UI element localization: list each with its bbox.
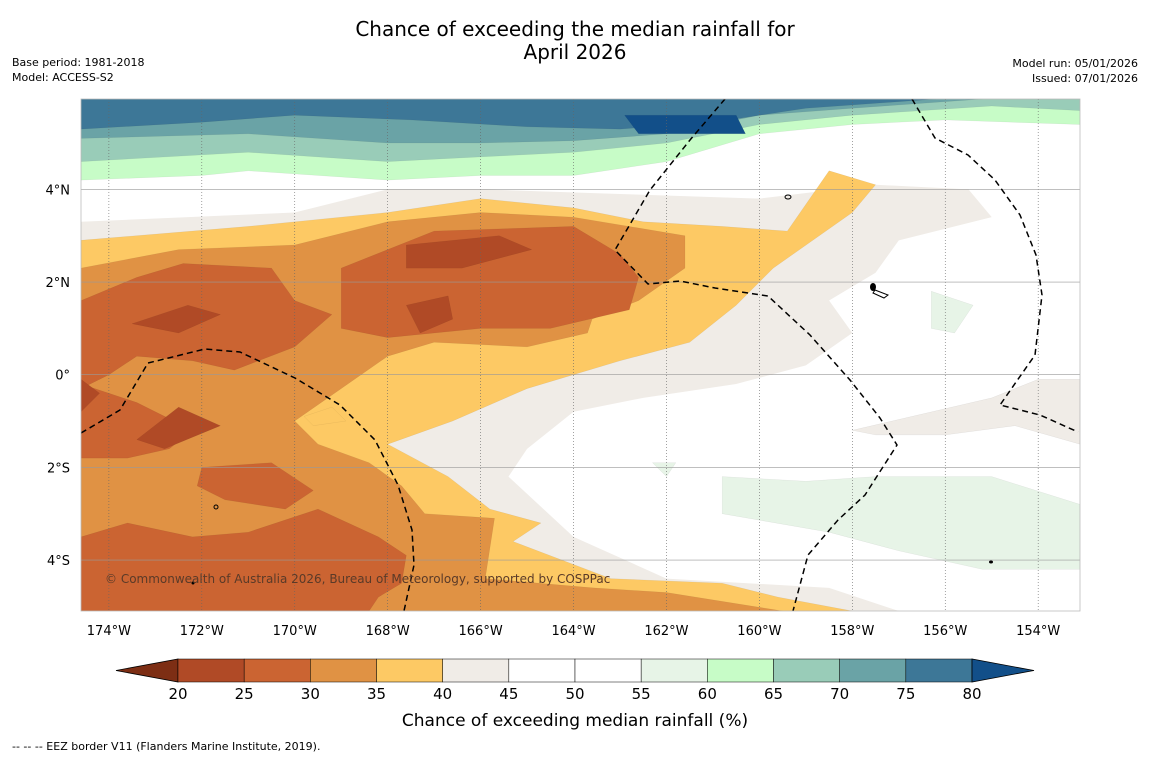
probability-region — [81, 99, 937, 130]
issued-date: Issued: 07/01/2026 — [1031, 72, 1138, 85]
probability-region — [196, 462, 314, 510]
colorbar-tick-label: 75 — [896, 685, 915, 703]
colorbar-tick-label: 45 — [499, 685, 518, 703]
axis-labels: 174°W 172°W 170°W 168°W 166°W 164°W 162°W 160°W… — [46, 183, 1061, 639]
colorbar-swatch — [773, 658, 840, 683]
island-marker — [213, 504, 219, 510]
meta-right: Model run: 05/01/2026 Issued: 07/01/2026 — [1012, 56, 1138, 86]
eez-border-line — [81, 348, 415, 611]
colorbar-swatch — [243, 658, 311, 683]
x-tick-label: 160°W — [737, 624, 781, 639]
x-tick-label: 172°W — [180, 624, 224, 639]
colorbar-swatch — [905, 658, 973, 683]
eez-border — [81, 99, 1079, 611]
probability-region — [405, 295, 453, 334]
probability-region — [303, 406, 347, 426]
colorbar-label: Chance of exceeding median rainfall (%) — [402, 711, 748, 731]
colorbar-tick-label: 60 — [698, 685, 717, 703]
model-run: Model run: 05/01/2026 — [1012, 57, 1138, 70]
colorbar-extend-low — [115, 658, 179, 683]
probability-region — [136, 406, 222, 450]
island-marker — [784, 194, 792, 200]
x-tick-label: 168°W — [366, 624, 410, 639]
base-period: Base period: 1981-2018 — [12, 56, 145, 69]
colorbar-swatch — [574, 658, 642, 683]
colorbar-tick-label: 40 — [433, 685, 452, 703]
colorbar-tick-label: 30 — [301, 685, 320, 703]
chart-title: Chance of exceeding the median rainfall … — [0, 18, 1150, 64]
colorbar-tick-label: 25 — [235, 685, 254, 703]
colorbar-tick-label: 70 — [830, 685, 849, 703]
copyright-text: © Commonwealth of Australia 2026, Bureau… — [105, 572, 610, 586]
colorbar-swatch — [376, 658, 443, 683]
colorbar-tick-label: 20 — [168, 685, 187, 703]
model-name: Model: ACCESS-S2 — [12, 71, 114, 84]
x-tick-label: 174°W — [87, 624, 131, 639]
eez-border-line — [614, 99, 898, 611]
colorbar-swatch — [442, 658, 510, 683]
colorbar-tick-label: 80 — [962, 685, 981, 703]
title-line-1: Chance of exceeding the median rainfall … — [355, 17, 795, 41]
colorbar-swatch — [177, 658, 245, 683]
probability-region — [131, 304, 222, 334]
map-frame — [80, 98, 1081, 612]
colorbar-tick-label: 55 — [632, 685, 651, 703]
x-tick-label: 166°W — [459, 624, 503, 639]
y-tick-label: 2°N — [46, 276, 71, 291]
x-tick-label: 158°W — [830, 624, 874, 639]
colorbar-tick-label: 35 — [367, 685, 386, 703]
colorbar-extend-high — [971, 658, 1035, 683]
colorbar-swatch — [839, 658, 907, 683]
colorbar-swatch — [508, 658, 576, 683]
colorbar-swatch — [640, 658, 708, 683]
island-marker — [989, 560, 993, 564]
islands — [191, 194, 993, 585]
title-line-2: April 2026 — [523, 40, 627, 64]
y-tick-label: 4°N — [46, 183, 71, 198]
y-tick-label: 0° — [55, 369, 70, 384]
y-tick-label: 2°S — [47, 461, 70, 476]
x-tick-label: 170°W — [273, 624, 317, 639]
x-tick-label: 164°W — [551, 624, 595, 639]
probability-region — [852, 379, 1080, 445]
island-marker — [191, 581, 195, 585]
probability-region — [931, 290, 974, 334]
eez-border-line — [911, 99, 1079, 433]
probability-region — [651, 462, 677, 477]
eez-legend-note: -- -- -- EEZ border V11 (Flanders Marine… — [12, 740, 321, 753]
probability-region — [81, 263, 333, 389]
x-tick-label: 162°W — [644, 624, 688, 639]
colorbar-swatch — [707, 658, 774, 683]
colorbar-swatch — [310, 658, 377, 683]
colorbar: 20 25 30 35 40 45 50 55 60 65 70 75 80 — [115, 658, 1035, 703]
probability-region — [624, 114, 746, 135]
meta-left: Base period: 1981-2018 Model: ACCESS-S2 — [12, 55, 144, 85]
colorbar-tick-label: 50 — [565, 685, 584, 703]
map-grid — [81, 99, 1080, 611]
island-marker — [870, 283, 876, 291]
probability-region — [406, 235, 533, 269]
x-tick-label: 154°W — [1016, 624, 1060, 639]
island-marker — [872, 289, 890, 299]
x-tick-label: 156°W — [923, 624, 967, 639]
y-tick-label: 4°S — [47, 554, 70, 569]
probability-region — [721, 476, 1080, 570]
probability-region — [81, 378, 100, 413]
colorbar-tick-label: 65 — [764, 685, 783, 703]
map-area — [81, 99, 1080, 611]
